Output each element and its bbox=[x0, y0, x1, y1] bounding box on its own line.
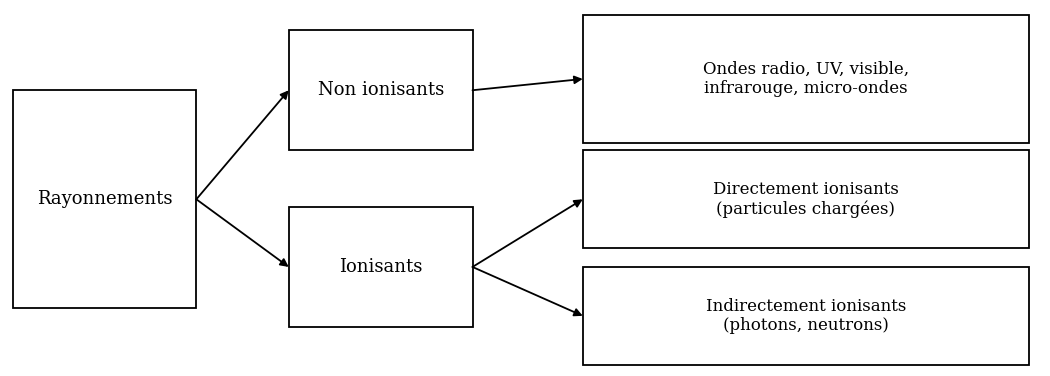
Text: Non ionisants: Non ionisants bbox=[317, 81, 444, 99]
Text: Indirectement ionisants
(photons, neutrons): Indirectement ionisants (photons, neutro… bbox=[706, 297, 906, 334]
FancyBboxPatch shape bbox=[583, 267, 1029, 365]
FancyBboxPatch shape bbox=[583, 150, 1029, 248]
Text: Directement ionisants
(particules chargées): Directement ionisants (particules chargé… bbox=[713, 181, 899, 218]
FancyBboxPatch shape bbox=[13, 90, 196, 308]
Text: Ondes radio, UV, visible,
infrarouge, micro-ondes: Ondes radio, UV, visible, infrarouge, mi… bbox=[702, 61, 909, 97]
Text: Rayonnements: Rayonnements bbox=[37, 190, 172, 208]
Text: Ionisants: Ionisants bbox=[339, 258, 422, 276]
FancyBboxPatch shape bbox=[289, 207, 472, 327]
FancyBboxPatch shape bbox=[289, 30, 472, 150]
FancyBboxPatch shape bbox=[583, 15, 1029, 143]
